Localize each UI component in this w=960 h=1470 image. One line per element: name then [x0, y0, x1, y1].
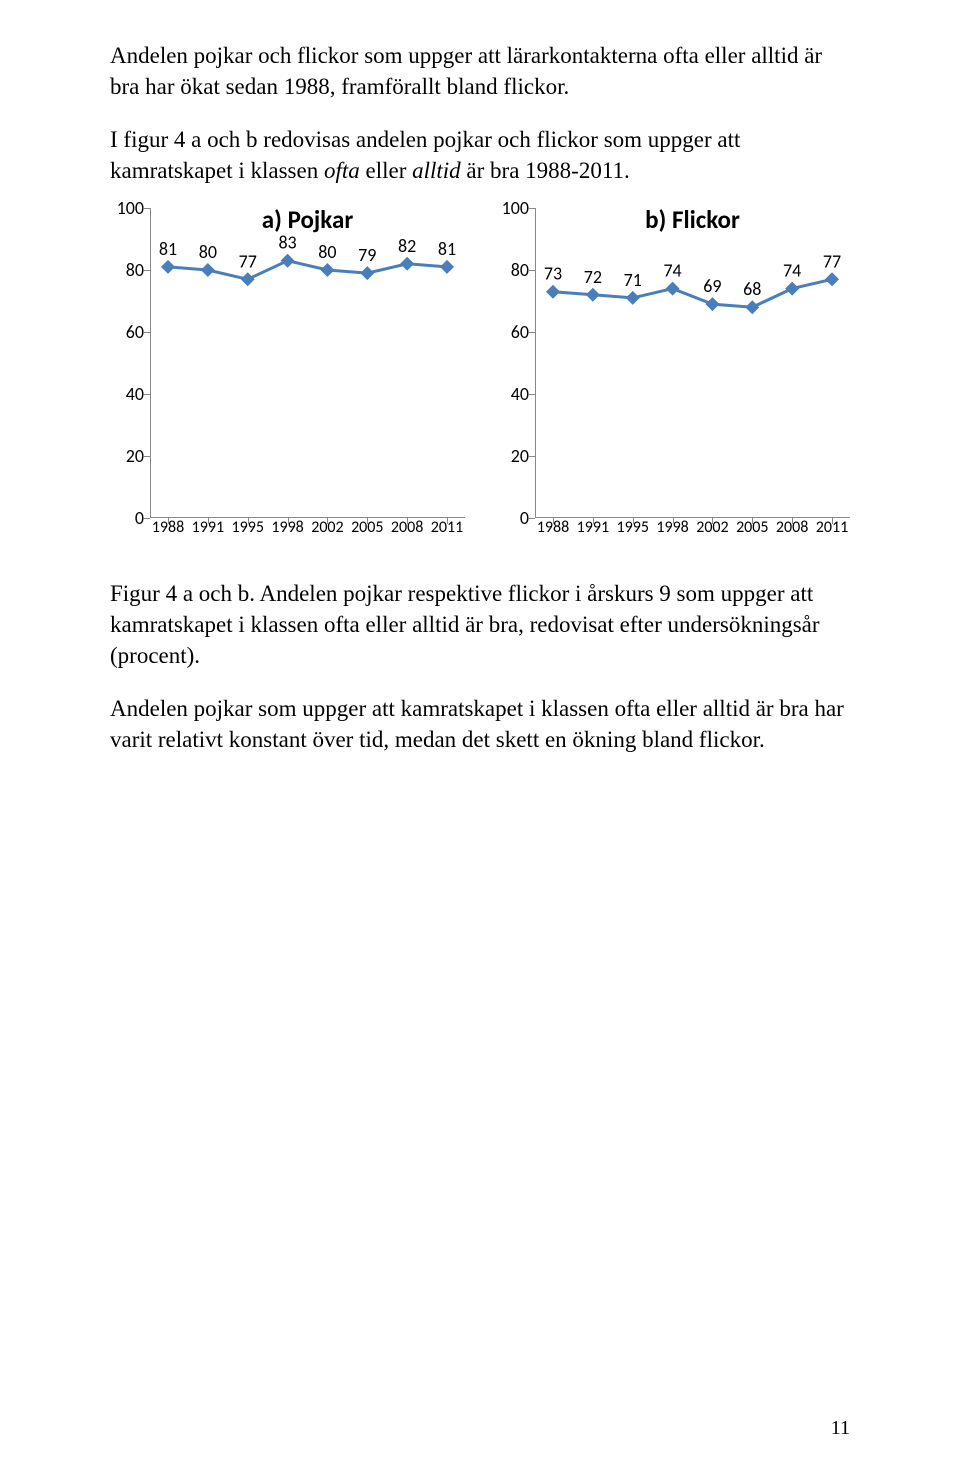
document-page: Andelen pojkar och flickor som uppger at… — [0, 0, 960, 1470]
x-tick-mark — [327, 518, 328, 524]
data-marker — [161, 260, 175, 274]
x-tick-mark — [447, 518, 448, 524]
x-tick-mark — [288, 518, 289, 524]
data-marker — [440, 260, 454, 274]
x-tick-mark — [593, 518, 594, 524]
x-tick-mark — [832, 518, 833, 524]
data-label: 79 — [358, 244, 376, 266]
data-marker — [626, 291, 640, 305]
y-tick-label: 40 — [126, 383, 144, 405]
x-tick-mark — [712, 518, 713, 524]
chart-a-plot: 020406080100 8180778380798281 a) Pojkar … — [150, 208, 465, 518]
y-tick-label: 80 — [511, 259, 529, 281]
figure-caption: Figur 4 a och b. Andelen pojkar respekti… — [110, 578, 850, 671]
data-label: 81 — [159, 238, 177, 260]
data-label: 72 — [584, 266, 602, 288]
chart-a-svg: 81 80 77 83 80 79 82 81 — [150, 208, 465, 518]
y-tick-label: 60 — [511, 321, 529, 343]
y-tick-label: 100 — [117, 197, 144, 219]
y-tick-label: 0 — [135, 507, 144, 529]
x-tick-mark — [367, 518, 368, 524]
y-tick-label: 100 — [502, 197, 529, 219]
data-marker — [241, 272, 255, 286]
data-marker — [705, 297, 719, 311]
data-marker — [281, 254, 295, 268]
data-label: 80 — [199, 241, 217, 263]
page-number: 11 — [831, 1417, 850, 1440]
paragraph-3: Andelen pojkar som uppger att kamratskap… — [110, 693, 850, 755]
data-label: 77 — [239, 250, 257, 272]
x-tick-mark — [752, 518, 753, 524]
y-tick-label: 60 — [126, 321, 144, 343]
y-tick-label: 20 — [511, 445, 529, 467]
data-marker — [546, 285, 560, 299]
data-marker — [745, 300, 759, 314]
x-tick-mark — [553, 518, 554, 524]
x-tick-mark — [168, 518, 169, 524]
p2-italic-2: alltid — [412, 158, 461, 183]
data-label: 81 — [438, 238, 456, 260]
y-tick-label: 20 — [126, 445, 144, 467]
paragraph-2: I figur 4 a och b redovisas andelen pojk… — [110, 124, 850, 186]
chart-b-x-axis: 19881991199519982002200520082011 — [535, 518, 850, 542]
x-tick-mark — [673, 518, 674, 524]
y-tick-label: 0 — [520, 507, 529, 529]
data-marker — [201, 263, 215, 277]
x-tick-mark — [792, 518, 793, 524]
x-tick-mark — [407, 518, 408, 524]
chart-b-y-axis: 020406080100 — [495, 208, 535, 518]
paragraph-1: Andelen pojkar och flickor som uppger at… — [110, 40, 850, 102]
p2-italic-1: ofta — [324, 158, 360, 183]
chart-a: 020406080100 8180778380798281 a) Pojkar … — [110, 208, 465, 518]
data-label: 68 — [743, 278, 761, 300]
data-label: 77 — [823, 250, 841, 272]
chart-a-title: a) Pojkar — [150, 204, 465, 235]
data-marker — [785, 282, 799, 296]
data-label: 83 — [278, 232, 296, 254]
charts-row: 020406080100 8180778380798281 a) Pojkar … — [110, 208, 850, 518]
y-tick-label: 80 — [126, 259, 144, 281]
data-marker — [586, 288, 600, 302]
data-marker — [666, 282, 680, 296]
data-label: 74 — [783, 260, 801, 282]
data-marker — [360, 266, 374, 280]
y-tick-label: 40 — [511, 383, 529, 405]
data-marker — [320, 263, 334, 277]
data-marker — [825, 272, 839, 286]
chart-a-x-axis: 19881991199519982002200520082011 — [150, 518, 465, 542]
x-tick-mark — [248, 518, 249, 524]
data-label: 71 — [624, 269, 642, 291]
chart-b-svg: 73 72 71 74 69 68 74 77 — [535, 208, 850, 518]
data-marker — [400, 257, 414, 271]
data-label: 74 — [663, 260, 681, 282]
chart-b: 020406080100 7372717469687477 b) Flickor… — [495, 208, 850, 518]
chart-a-y-axis: 020406080100 — [110, 208, 150, 518]
chart-b-title: b) Flickor — [535, 204, 850, 235]
data-label: 82 — [398, 235, 416, 257]
chart-b-plot: 020406080100 7372717469687477 b) Flickor… — [535, 208, 850, 518]
x-tick-mark — [633, 518, 634, 524]
data-label: 73 — [544, 263, 562, 285]
x-tick-mark — [208, 518, 209, 524]
p2-part2: eller — [360, 158, 412, 183]
data-label: 69 — [703, 275, 721, 297]
p2-part3: är bra 1988-2011. — [461, 158, 630, 183]
data-label: 80 — [318, 241, 336, 263]
